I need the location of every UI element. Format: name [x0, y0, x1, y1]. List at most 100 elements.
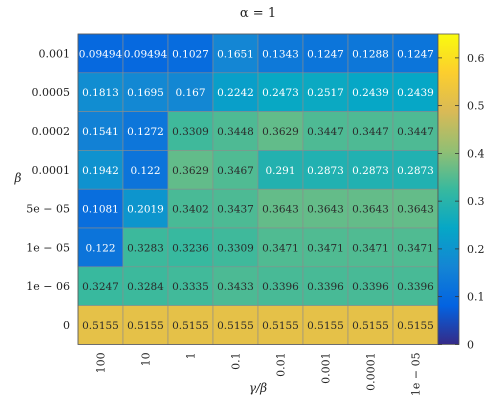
cell-value-label: 0.1027	[172, 48, 209, 60]
heatmap-cell	[392, 72, 439, 112]
y-tick-label: 1e − 06	[26, 280, 70, 293]
cell-value-label: 0.2873	[307, 165, 344, 177]
heatmap-cell	[122, 72, 169, 112]
cell-value-label: 0.09494	[79, 48, 123, 60]
heatmap-cell	[77, 266, 124, 306]
heatmap-cell	[257, 305, 304, 345]
cell-value-label: 0.291	[265, 165, 295, 177]
cell-value-label: 0.2439	[397, 87, 434, 99]
heatmap-cell	[392, 33, 439, 74]
cell-value-label: 0.3467	[217, 165, 254, 177]
y-tick-label: 0.001	[39, 47, 71, 60]
x-tick-label: 1e − 05	[410, 352, 423, 396]
cell-value-label: 0.2873	[397, 165, 434, 177]
cell-value-label: 0.3437	[217, 204, 254, 216]
cell-value-label: 0.5155	[127, 320, 164, 332]
heatmap-cell	[122, 266, 169, 306]
cell-value-label: 0.1288	[352, 48, 389, 60]
cell-value-label: 0.3335	[172, 281, 209, 293]
cell-value-label: 0.1541	[82, 126, 119, 138]
cell-value-label: 0.3402	[172, 204, 209, 216]
cell-value-label: 0.09494	[124, 48, 168, 60]
heatmap-cell	[257, 150, 304, 190]
y-axis-label: β	[14, 171, 22, 185]
cell-value-label: 0.3309	[172, 126, 209, 138]
cell-value-label: 0.122	[130, 165, 160, 177]
cell-value-label: 0.1813	[82, 87, 119, 99]
x-tick-label: 10	[140, 352, 153, 366]
x-tick-label: 100	[95, 352, 108, 373]
cell-value-label: 0.3447	[397, 126, 434, 138]
x-tick-label: 0.1	[230, 352, 243, 370]
cell-value-label: 0.1247	[397, 48, 434, 60]
heatmap-cell	[212, 188, 259, 229]
heatmap-cell	[122, 111, 169, 151]
cell-value-label: 0.2473	[262, 87, 299, 99]
cell-value-label: 0.3471	[397, 242, 434, 254]
chart-title: α = 1	[240, 6, 276, 21]
colorbar-tick-label: 0.6	[467, 52, 485, 65]
cell-value-label: 0.1651	[217, 48, 254, 60]
heatmap-cell	[167, 266, 214, 306]
heatmap-cell-labels: 0.09494 0.09494 0.1027 0.1651 0.1343 0.1247 0.…	[79, 48, 434, 332]
cell-value-label: 0.3448	[217, 126, 254, 138]
cell-value-label: 0.5155	[82, 320, 119, 332]
cell-value-label: 0.1081	[82, 204, 119, 216]
colorbar-tick-label: 0.1	[467, 291, 485, 304]
heatmap-cell	[167, 227, 214, 268]
heatmap-cell	[302, 33, 349, 74]
cell-value-label: 0.5155	[352, 320, 389, 332]
heatmap-cell	[257, 266, 304, 306]
cell-value-label: 0.3236	[172, 242, 209, 254]
cell-value-label: 0.3284	[127, 281, 164, 293]
cell-value-label: 0.3471	[262, 242, 299, 254]
y-tick-label: 0.0001	[32, 164, 71, 177]
y-tick-label: 1e − 05	[26, 241, 70, 254]
cell-value-label: 0.167	[175, 87, 205, 99]
cell-value-label: 0.2439	[352, 87, 389, 99]
heatmap-cell	[257, 111, 304, 151]
cell-value-label: 0.5155	[307, 320, 344, 332]
y-tick-label: 0.0005	[32, 86, 71, 99]
cell-value-label: 0.3396	[262, 281, 299, 293]
heatmap-cell	[122, 227, 169, 268]
heatmap-cell	[212, 150, 259, 190]
heatmap-cell	[392, 305, 439, 345]
cell-value-label: 0.2019	[127, 204, 164, 216]
colorbar: 0 0.1 0.2 0.3 0.4 0.5 0.6	[437, 33, 485, 351]
cell-value-label: 0.3471	[352, 242, 389, 254]
heatmap-cell	[392, 266, 439, 306]
colorbar-tick-label: 0.2	[467, 243, 485, 256]
heatmap-cell	[77, 150, 124, 190]
colorbar-tick-label: 0.5	[467, 100, 485, 113]
cell-value-label: 0.3629	[262, 126, 299, 138]
colorbar-tick-label: 0.3	[467, 195, 485, 208]
y-axis-ticks: 0.001 0.0005 0.0002 0.0001 5e − 05 1e − 05 1e …	[26, 47, 70, 332]
cell-value-label: 0.2242	[217, 87, 254, 99]
y-tick-label: 0.0002	[32, 125, 71, 138]
cell-value-label: 0.3629	[172, 165, 209, 177]
cell-value-label: 0.3643	[352, 204, 389, 216]
cell-value-label: 0.3309	[217, 242, 254, 254]
heatmap-cell	[347, 111, 394, 151]
cell-value-label: 0.1343	[262, 48, 299, 60]
x-tick-label: 0.0001	[365, 352, 378, 391]
cell-value-label: 0.3433	[217, 281, 254, 293]
heatmap-cell	[392, 227, 439, 268]
colorbar-tick-label: 0	[467, 338, 474, 351]
heatmap-cell	[212, 111, 259, 151]
heatmap-cell	[122, 33, 169, 74]
x-tick-label: 0.01	[275, 352, 288, 377]
cell-value-label: 0.5155	[397, 320, 434, 332]
heatmap-cell	[347, 150, 394, 190]
x-axis-ticks: 100 10 1 0.1 0.01 0.001 0.0001 1e − 05	[95, 352, 423, 396]
cell-value-label: 0.5155	[262, 320, 299, 332]
cell-value-label: 0.2873	[352, 165, 389, 177]
cell-value-label: 0.3396	[307, 281, 344, 293]
heatmap-cell	[347, 188, 394, 229]
cell-value-label: 0.3447	[307, 126, 344, 138]
heatmap-cell	[257, 188, 304, 229]
cell-value-label: 0.3643	[397, 204, 434, 216]
cell-value-label: 0.3471	[307, 242, 344, 254]
cell-value-label: 0.3396	[352, 281, 389, 293]
